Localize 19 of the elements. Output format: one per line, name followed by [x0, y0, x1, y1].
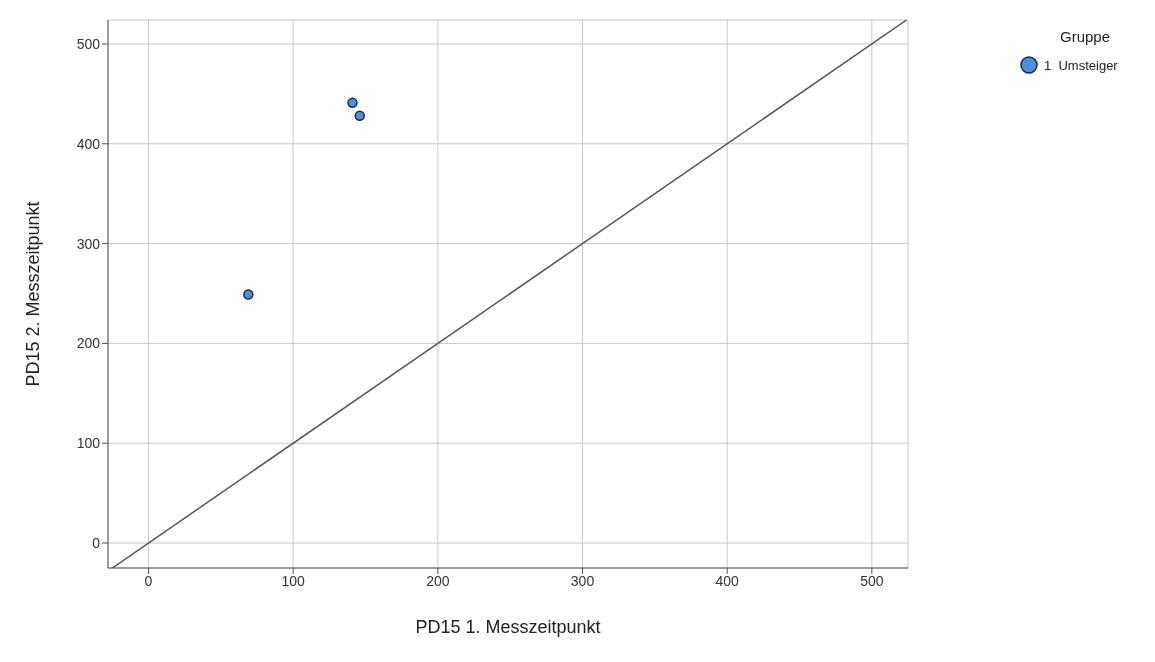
x-axis-title: PD15 1. Messzeitpunkt [415, 617, 601, 637]
y-tick-label: 200 [76, 335, 101, 352]
point [243, 289, 254, 300]
legend-title: Gruppe [1060, 28, 1112, 45]
x-tick-label: 200 [426, 572, 450, 589]
y-tick-label: 500 [76, 35, 101, 52]
x-tick-label: 100 [281, 572, 306, 589]
y-tick-label: 300 [76, 235, 101, 252]
y-tick-label: 100 [76, 435, 101, 452]
legend-label: 1 Umsteiger [1044, 57, 1118, 73]
x-tick-label: 300 [570, 572, 595, 589]
point [354, 110, 365, 122]
y-tick-label: 0 [92, 535, 101, 552]
x-tick-label: 500 [860, 572, 884, 589]
x-tick-label: 0 [144, 572, 153, 589]
point [347, 97, 358, 109]
x-tick-label: 400 [715, 572, 740, 589]
y-tick-label: 400 [76, 135, 101, 152]
y-axis-title: PD15 2. Messzeitpunkt [23, 201, 44, 387]
